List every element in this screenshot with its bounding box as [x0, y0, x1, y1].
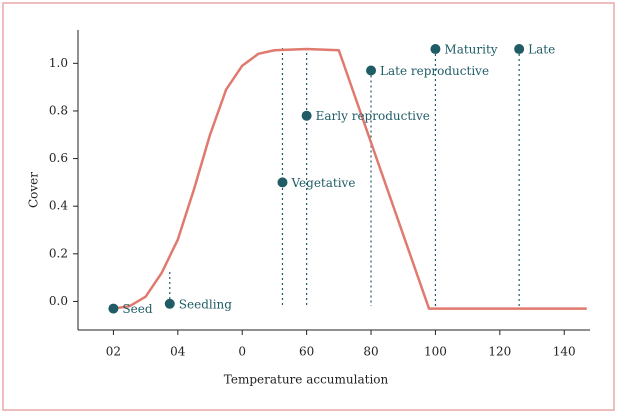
y-tick-label: 0.8: [49, 103, 68, 117]
stage-point: [277, 177, 288, 188]
y-tick-label: 0.6: [49, 151, 68, 165]
stage-point: [164, 298, 175, 309]
x-axis-label: Temperature accumulation: [224, 373, 389, 387]
y-tick-label: 0.0: [49, 294, 68, 308]
x-tick-label: 0: [238, 345, 246, 359]
stage-label: Seedling: [179, 297, 233, 311]
stage-point: [301, 110, 312, 121]
stage-label: Late: [528, 43, 555, 57]
stage-point: [430, 44, 441, 55]
y-tick-label: 0.4: [49, 199, 68, 213]
x-tick-label: 60: [299, 345, 314, 359]
cover-line: [113, 47, 587, 310]
stage-label: Late reproductive: [380, 64, 489, 78]
x-tick-label: 02: [106, 345, 121, 359]
stage-point: [514, 44, 525, 55]
y-tick-label: 1.0: [49, 56, 68, 70]
x-tick-label: 04: [170, 345, 186, 359]
stage-label: Maturity: [444, 43, 497, 57]
y-tick-label: 0.2: [49, 246, 68, 260]
x-tick-label: 120: [488, 345, 511, 359]
x-tick-label: 100: [424, 345, 447, 359]
stage-label: Seed: [122, 302, 152, 316]
frame: [2, 2, 615, 411]
x-tick-label: 80: [363, 345, 378, 359]
stage-label: Vegetative: [290, 176, 355, 190]
stage-point: [108, 303, 119, 314]
stage-label: Early reproductive: [316, 109, 430, 123]
y-axis-label: Cover: [27, 172, 41, 208]
stage-point: [366, 65, 377, 76]
x-tick-label: 140: [553, 345, 576, 359]
